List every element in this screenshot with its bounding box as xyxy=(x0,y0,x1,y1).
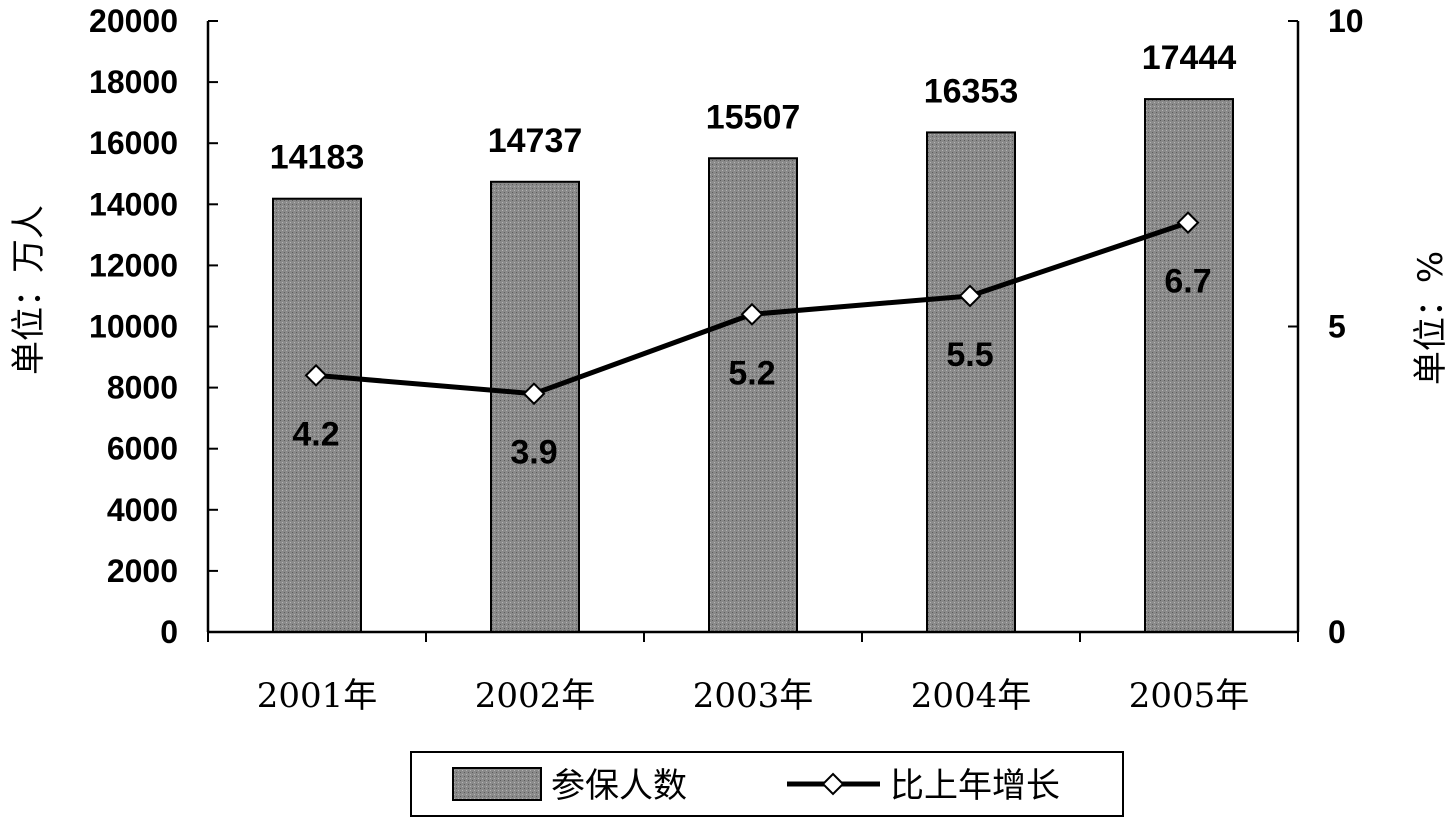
bar xyxy=(926,131,1016,633)
y2-axis-label: 单位：% xyxy=(1411,251,1451,385)
legend-swatch-bar xyxy=(452,767,542,801)
line-data-label: 3.9 xyxy=(510,434,557,472)
line-data-label: 4.2 xyxy=(292,415,339,453)
x-tick-label: 2002年 xyxy=(475,676,596,716)
y-tick-label: 2000 xyxy=(107,553,178,589)
legend-label-line: 比上年增长 xyxy=(890,766,1060,806)
x-tick-label: 2001年 xyxy=(257,676,378,716)
y-tick-label: 16000 xyxy=(89,125,178,161)
y2-tick-label: 10 xyxy=(1328,3,1364,39)
line-point-marker xyxy=(740,302,764,326)
y-tick-label: 0 xyxy=(160,614,178,650)
x-tick-label: 2005年 xyxy=(1129,676,1250,716)
bar-data-label: 16353 xyxy=(924,72,1019,110)
line-point-marker xyxy=(958,284,982,308)
bar-data-label: 17444 xyxy=(1142,39,1237,77)
x-tick-label: 2004年 xyxy=(911,676,1032,716)
line-point-marker xyxy=(1176,211,1200,235)
bar xyxy=(1144,98,1234,633)
line-data-label: 5.5 xyxy=(946,336,993,374)
line-point-marker xyxy=(304,363,328,387)
bar-data-label: 14183 xyxy=(270,139,365,177)
line-series-layer xyxy=(304,211,1200,406)
bar-data-label: 14737 xyxy=(488,122,583,160)
line-data-label: 5.2 xyxy=(728,354,775,392)
line-data-label: 6.7 xyxy=(1164,263,1211,301)
y2-tick-label: 0 xyxy=(1328,614,1346,650)
bars-layer xyxy=(272,98,1234,634)
y-tick-label: 18000 xyxy=(89,64,178,100)
y-tick-label: 20000 xyxy=(89,3,178,39)
y-tick-label: 4000 xyxy=(107,492,178,528)
y2-tick-label: 5 xyxy=(1328,309,1346,345)
x-tick-label: 2003年 xyxy=(693,676,814,716)
y-axis-label: 单位：万人 xyxy=(9,205,49,375)
legend-label-bar: 参保人数 xyxy=(551,766,687,806)
y-tick-label: 12000 xyxy=(89,247,178,283)
legend-diamond-marker xyxy=(821,772,845,796)
line-point-marker xyxy=(522,382,546,406)
bar-data-label: 15507 xyxy=(706,98,801,136)
axes-layer: 0 2000 4000 6000 8000 10000 12000 14000 16000 180… xyxy=(89,3,1364,716)
bar xyxy=(708,157,798,634)
bar xyxy=(490,180,580,634)
y-tick-label: 6000 xyxy=(107,431,178,467)
bar xyxy=(272,197,362,633)
y-tick-label: 10000 xyxy=(89,309,178,345)
y-tick-label: 8000 xyxy=(107,370,178,406)
y-tick-label: 14000 xyxy=(89,186,178,222)
legend: 参保人数 比上年增长 xyxy=(410,751,1124,817)
labels-layer: 14183 14737 15507 16353 17444 4.2 3.9 5.2 5.5 6.7 xyxy=(270,39,1237,472)
